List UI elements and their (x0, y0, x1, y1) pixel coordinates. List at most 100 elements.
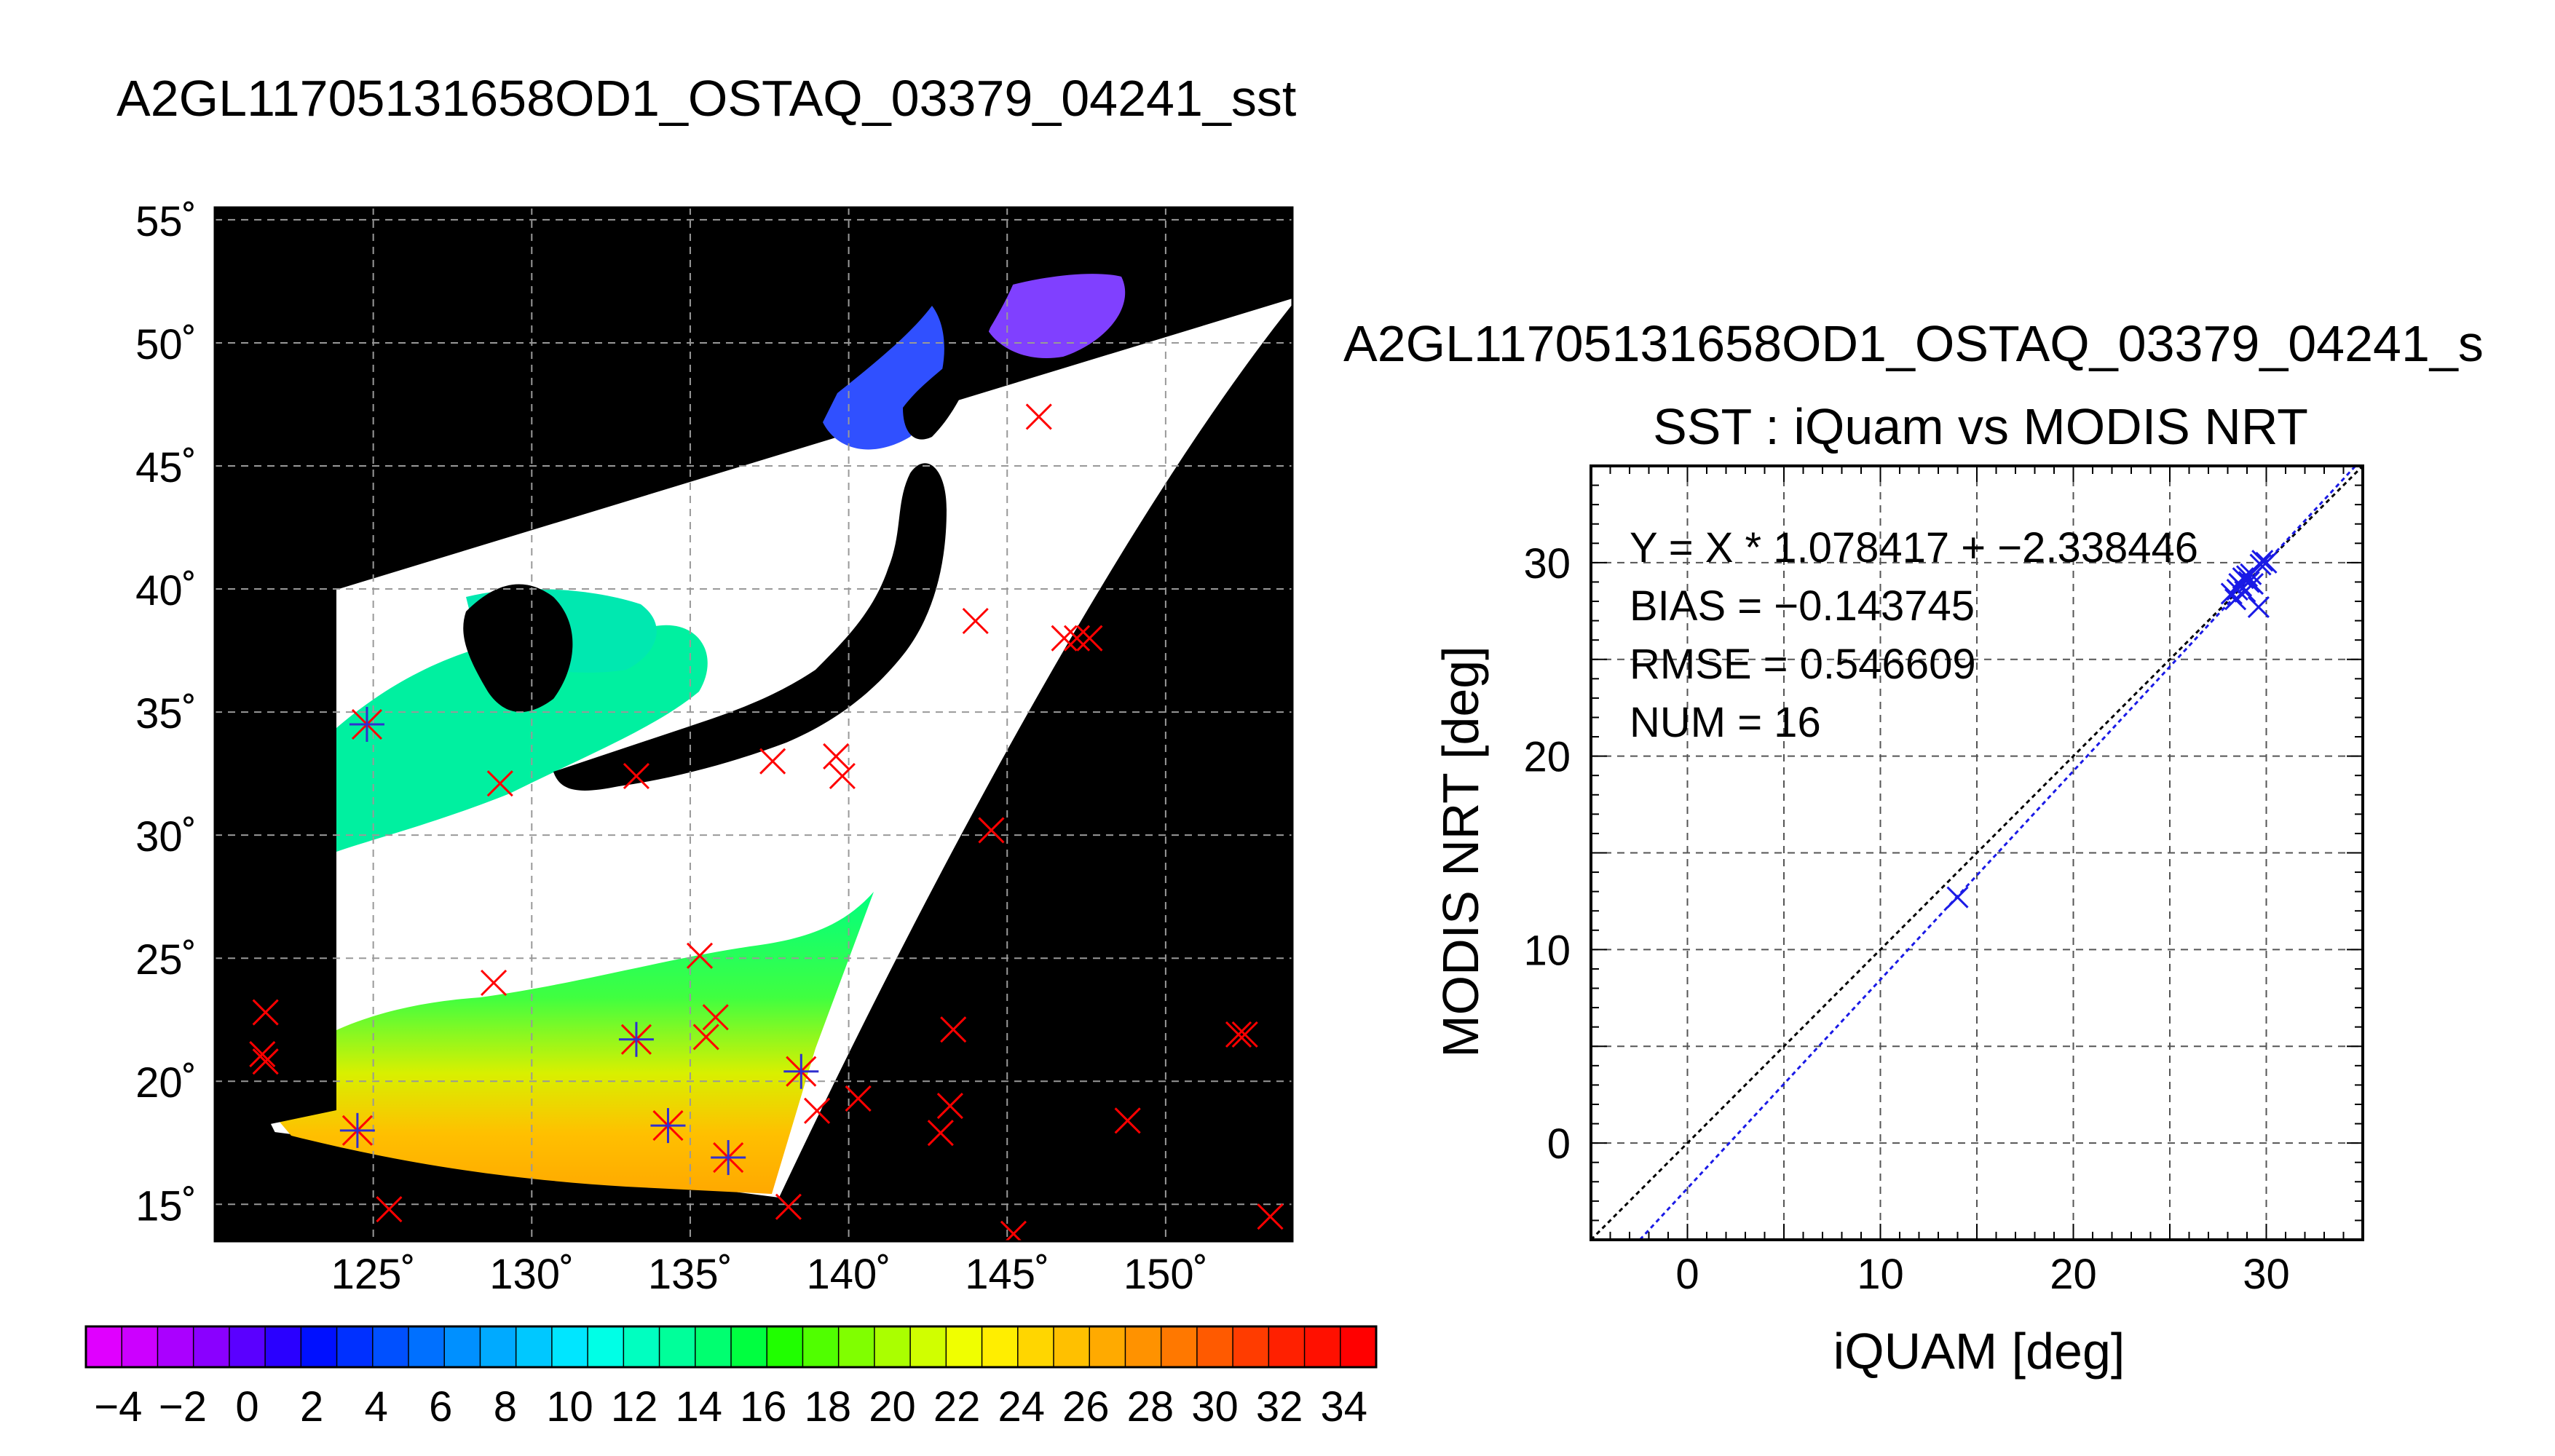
colorbar-cell (1340, 1326, 1377, 1367)
buoy-marker (702, 1004, 729, 1031)
buoy-marker (1076, 625, 1103, 652)
colorbar-cell (229, 1326, 266, 1367)
colorbar-cell (623, 1326, 660, 1367)
buoy-marker (623, 762, 650, 790)
colorbar-tick-label: 30 (1191, 1383, 1239, 1431)
colorbar-cell (731, 1326, 767, 1367)
land-north (903, 218, 1024, 440)
lat-tick-label: 20˚ (135, 1059, 197, 1107)
scatter-top-title: A2GL11705131658OD1_OSTAQ_03379_04241_s (1343, 315, 2484, 372)
lat-tick-label: 35˚ (135, 690, 197, 737)
colorbar-cell (444, 1326, 481, 1367)
colorbar-cell (157, 1326, 194, 1367)
colorbar-cell (86, 1326, 122, 1367)
y-axis-label: MODIS NRT [deg] (1432, 646, 1489, 1057)
buoy-marker (775, 1193, 802, 1220)
colorbar-cell (372, 1326, 409, 1367)
colorbar-cell (193, 1326, 230, 1367)
buoy-marker (376, 1195, 403, 1223)
colorbar-tick-label: 20 (869, 1383, 916, 1431)
colorbar-tick-label: 34 (1320, 1383, 1367, 1431)
scatter-points (1946, 550, 2278, 909)
stats-rmse: RMSE = 0.546609 (1630, 641, 1976, 688)
scatter-point (1946, 886, 1969, 909)
colorbar-cell (265, 1326, 301, 1367)
sst-okhotsk (983, 274, 1126, 358)
buoy-marker (1004, 1220, 1027, 1241)
map-lon-labels: 125˚ 130˚ 135˚ 140˚ 145˚ 150˚ (331, 1251, 1208, 1298)
y-tick-label: 20 (1523, 734, 1571, 781)
scatter-point (2241, 573, 2264, 596)
colorbar-cell (1054, 1326, 1090, 1367)
buoy-marker (845, 1085, 872, 1112)
land-japan (553, 463, 947, 791)
colorbar-cell (838, 1326, 875, 1367)
colorbar-tick-label: 14 (675, 1383, 722, 1431)
buoy-marker (759, 748, 786, 775)
colorbar-tick-label: 6 (429, 1383, 452, 1431)
colorbar-frame (84, 1325, 1378, 1369)
colorbar-tick-label: 16 (740, 1383, 787, 1431)
colorbar-tick-label: 10 (546, 1383, 593, 1431)
scatter-point (2247, 596, 2270, 619)
outside-swath-east (779, 306, 1292, 1241)
lat-tick-label: 15˚ (135, 1182, 197, 1230)
colorbar-cell (1196, 1326, 1233, 1367)
colorbar-cell (480, 1326, 517, 1367)
map-lat-labels: 55˚ 50˚ 45˚ 40˚ 35˚ 30˚ 25˚ 20˚ 15˚ (135, 198, 197, 1230)
colorbar-cell (1161, 1326, 1198, 1367)
land-korea (463, 584, 573, 713)
buoy-marker (1114, 1107, 1141, 1134)
colorbar-tick-label: 22 (933, 1383, 981, 1431)
buoy-marker (1051, 625, 1078, 652)
colorbar-cell (910, 1326, 947, 1367)
colorbar-cell (659, 1326, 696, 1367)
buoy-marker (486, 770, 513, 797)
sst-warm-band (251, 892, 874, 1194)
colorbar-cell (874, 1326, 911, 1367)
buoy-marker (978, 817, 1005, 844)
colorbar-cell (1268, 1326, 1306, 1367)
colorbar-cell (516, 1326, 553, 1367)
colorbar-tick-label: 18 (805, 1383, 852, 1431)
page-title: A2GL11705131658OD1_OSTAQ_03379_04241_sst (117, 70, 1297, 127)
colorbar-cell (1125, 1326, 1162, 1367)
lon-tick-label: 130˚ (489, 1251, 574, 1298)
colorbar-tick-label: 2 (300, 1383, 323, 1431)
lon-tick-label: 150˚ (1124, 1251, 1208, 1298)
land-luzon (215, 1092, 277, 1194)
lat-tick-label: 45˚ (135, 444, 197, 491)
scatter-plot: A2GL11705131658OD1_OSTAQ_03379_04241_s S… (1343, 315, 2484, 1380)
colorbar-tick-label: −2 (159, 1383, 207, 1431)
buoy-marker (829, 762, 856, 790)
sst-ecs-band (336, 625, 708, 852)
x-tick-label: 0 (1675, 1251, 1699, 1298)
colorbar-cell (1089, 1326, 1126, 1367)
land-china (215, 582, 336, 1136)
scatter-point (2224, 588, 2247, 611)
x-tick-label: 30 (2243, 1251, 2290, 1298)
scatter-point (2249, 553, 2272, 576)
colorbar-labels: −4 −2 0 2 4 6 8 10 12 14 16 18 20 22 24 26 28 30 32 34 (94, 1383, 1367, 1431)
lat-tick-label: 25˚ (135, 936, 197, 984)
lat-tick-label: 40˚ (135, 567, 197, 614)
buoy-marker (1063, 625, 1091, 652)
stats-bias: BIAS = −0.143745 (1630, 582, 1975, 630)
colorbar-tick-label: 24 (998, 1383, 1045, 1431)
lon-tick-label: 125˚ (331, 1251, 416, 1298)
buoy-marker (803, 1097, 831, 1124)
colorbar-cell (982, 1326, 1019, 1367)
colorbar-cell (1233, 1326, 1269, 1367)
plot-frame (1590, 464, 2364, 1241)
colorbar-cell (551, 1326, 588, 1367)
map-frame (213, 206, 1294, 1243)
lon-tick-label: 140˚ (807, 1251, 891, 1298)
scatter-title: SST : iQuam vs MODIS NRT (1653, 398, 2308, 455)
plot-x-tick-labels: 0 10 20 30 (1675, 1251, 2289, 1298)
buoy-marker (252, 999, 279, 1026)
colorbar-tick-label: 8 (494, 1383, 517, 1431)
one-to-one-line (1591, 466, 2363, 1240)
plot-y-tick-labels: 0 10 20 30 (1523, 540, 1571, 1168)
lon-tick-label: 145˚ (965, 1251, 1049, 1298)
